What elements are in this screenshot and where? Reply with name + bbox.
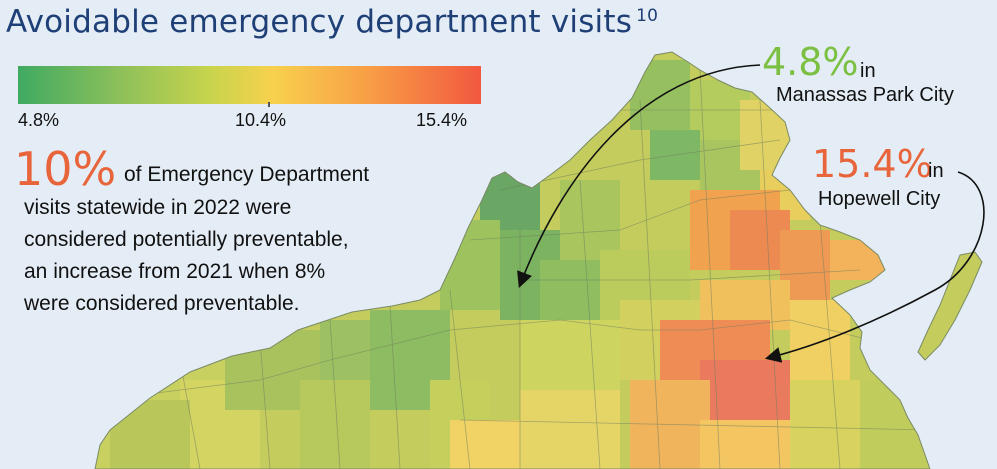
callout-high-arrow [764,171,985,363]
callout-high-place: Hopewell City [818,188,941,210]
callout-high-in: in [928,160,944,182]
scale-min-label: 4.8% [18,110,60,130]
scale-mid-label: 10.4% [235,110,287,130]
statewide-line-4: were considered preventable. [24,292,300,315]
statewide-line-2: considered potentially preventable, [24,228,349,251]
callout-low-arrow [517,64,761,288]
callout-high-value: 15.4% [812,142,933,186]
color-scale-bar [18,66,481,104]
page-title: Avoidable emergency department visits 10 [6,4,658,40]
color-scale-tick [268,102,270,107]
callout-low-in: in [860,60,876,82]
eastern-shore [917,251,983,361]
title-footnote: 10 [636,6,659,26]
county-borders [99,69,930,469]
scale-max-label: 15.4% [416,110,468,130]
statewide-lead-text: of Emergency Department [124,163,370,186]
callout-low-place: Manassas Park City [776,84,954,106]
statewide-line-1: visits statewide in 2022 were [24,196,292,219]
statewide-value: 10% [14,142,117,196]
statewide-line-3: an increase from 2021 when 8% [24,260,326,283]
title-text: Avoidable emergency department visits [6,4,633,40]
callout-low-value: 4.8% [762,40,859,84]
